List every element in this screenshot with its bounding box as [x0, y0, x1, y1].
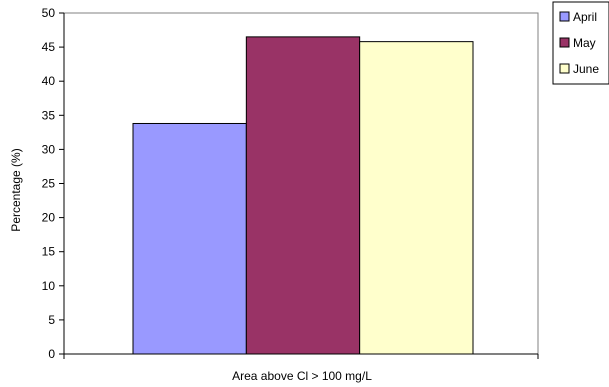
x-axis [63, 353, 539, 359]
legend-label-june: June [573, 62, 599, 76]
y-tick-label: 30 [42, 142, 56, 156]
y-tick-label: 5 [48, 313, 55, 327]
y-tick-label: 40 [42, 74, 56, 88]
x-axis-title: Area above Cl > 100 mg/L [232, 369, 372, 383]
y-tick-label: 15 [42, 245, 56, 259]
legend-swatch-june [559, 63, 570, 74]
plot-area [63, 12, 539, 355]
y-tick-label: 20 [42, 211, 56, 225]
legend-swatch-may [559, 37, 570, 48]
y-axis-title: Percentage (%) [9, 148, 23, 231]
bar-april [132, 122, 247, 355]
legend-label-may: May [573, 36, 596, 50]
y-axis: 0 5 10 15 20 25 30 35 40 45 50 [42, 6, 65, 361]
bar-june [359, 41, 474, 355]
y-tick-label: 35 [42, 108, 56, 122]
legend-swatch-april [559, 11, 570, 22]
y-tick-label: 50 [42, 6, 56, 20]
y-tick-label: 25 [42, 177, 56, 191]
y-tick-label: 45 [42, 40, 56, 54]
legend: April May June [552, 1, 609, 85]
y-tick-label: 10 [42, 279, 56, 293]
bar-may [245, 36, 361, 355]
y-tick-label: 0 [48, 347, 55, 361]
legend-label-april: April [573, 10, 597, 24]
